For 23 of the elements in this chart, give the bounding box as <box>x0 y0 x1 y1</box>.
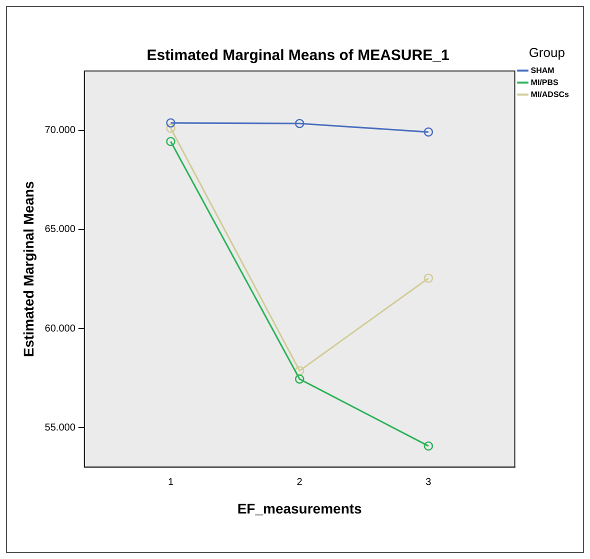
point <box>166 136 176 146</box>
x-tick-label: 1 <box>168 476 174 488</box>
legend-label: MI/ADSCs <box>530 90 570 99</box>
legend-title: Group <box>528 45 565 60</box>
point <box>294 366 304 376</box>
legend-label: MI/PBS <box>530 78 559 87</box>
x-tick-label: 3 <box>426 476 432 488</box>
point <box>424 274 434 283</box>
y-tick-label: 70.000 <box>44 125 76 136</box>
point <box>294 374 304 384</box>
y-tick-label: 60.000 <box>44 323 76 334</box>
y-tick-label: 65.000 <box>44 224 76 236</box>
point <box>424 127 434 137</box>
point <box>294 118 304 128</box>
chart-title: Estimated Marginal Means of MEASURE_1 <box>146 47 450 64</box>
x-tick-label: 2 <box>296 476 303 488</box>
y-axis-title: Estimated Marginal Means <box>20 180 36 358</box>
point <box>166 124 176 133</box>
point <box>166 118 176 128</box>
point <box>424 441 434 451</box>
y-tick-label: 55.000 <box>44 422 76 434</box>
legend-label: SHAM <box>530 66 555 75</box>
x-axis-title: EF_measurements <box>237 500 362 516</box>
